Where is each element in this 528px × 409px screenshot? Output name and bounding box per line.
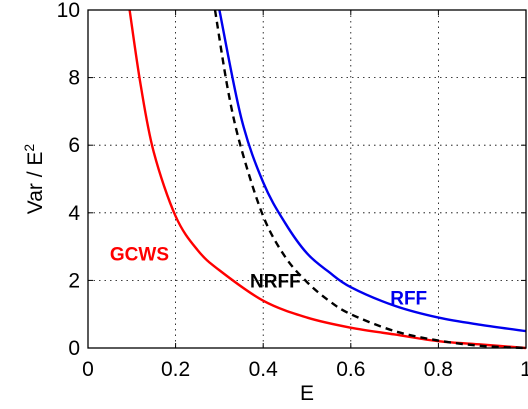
grid <box>88 10 526 348</box>
y-tick-label: 6 <box>68 134 80 157</box>
x-tick-label: 0.6 <box>336 358 365 381</box>
y-axis-title-main: Var / E <box>24 152 47 215</box>
label-rff: RFF <box>390 288 427 309</box>
y-tick-label: 0 <box>68 337 80 360</box>
y-tick-label: 10 <box>57 0 80 22</box>
x-tick-label: 0.4 <box>249 358 279 381</box>
series-line-rff <box>218 9 527 333</box>
x-tick-label: 0 <box>82 358 94 381</box>
y-axis-title: Var / E2 <box>21 144 47 215</box>
ticks <box>87 9 527 349</box>
y-tick-label: 8 <box>68 67 80 90</box>
label-nrff: NRFF <box>250 271 301 292</box>
y-axis-title-superscript: 2 <box>21 144 37 152</box>
plot-frame <box>87 9 527 349</box>
series-line-nrff <box>213 9 527 350</box>
x-axis-title: E <box>300 382 314 405</box>
x-tick-label: 0.8 <box>424 358 453 381</box>
x-tick-label: 0.2 <box>161 358 190 381</box>
label-gcws: GCWS <box>110 244 169 265</box>
x-tick-label: 1 <box>520 358 528 381</box>
y-tick-label: 2 <box>68 269 80 292</box>
series-group <box>128 9 527 350</box>
y-tick-label: 4 <box>68 202 80 225</box>
annotations: GCWS NRFF RFF <box>110 244 427 309</box>
